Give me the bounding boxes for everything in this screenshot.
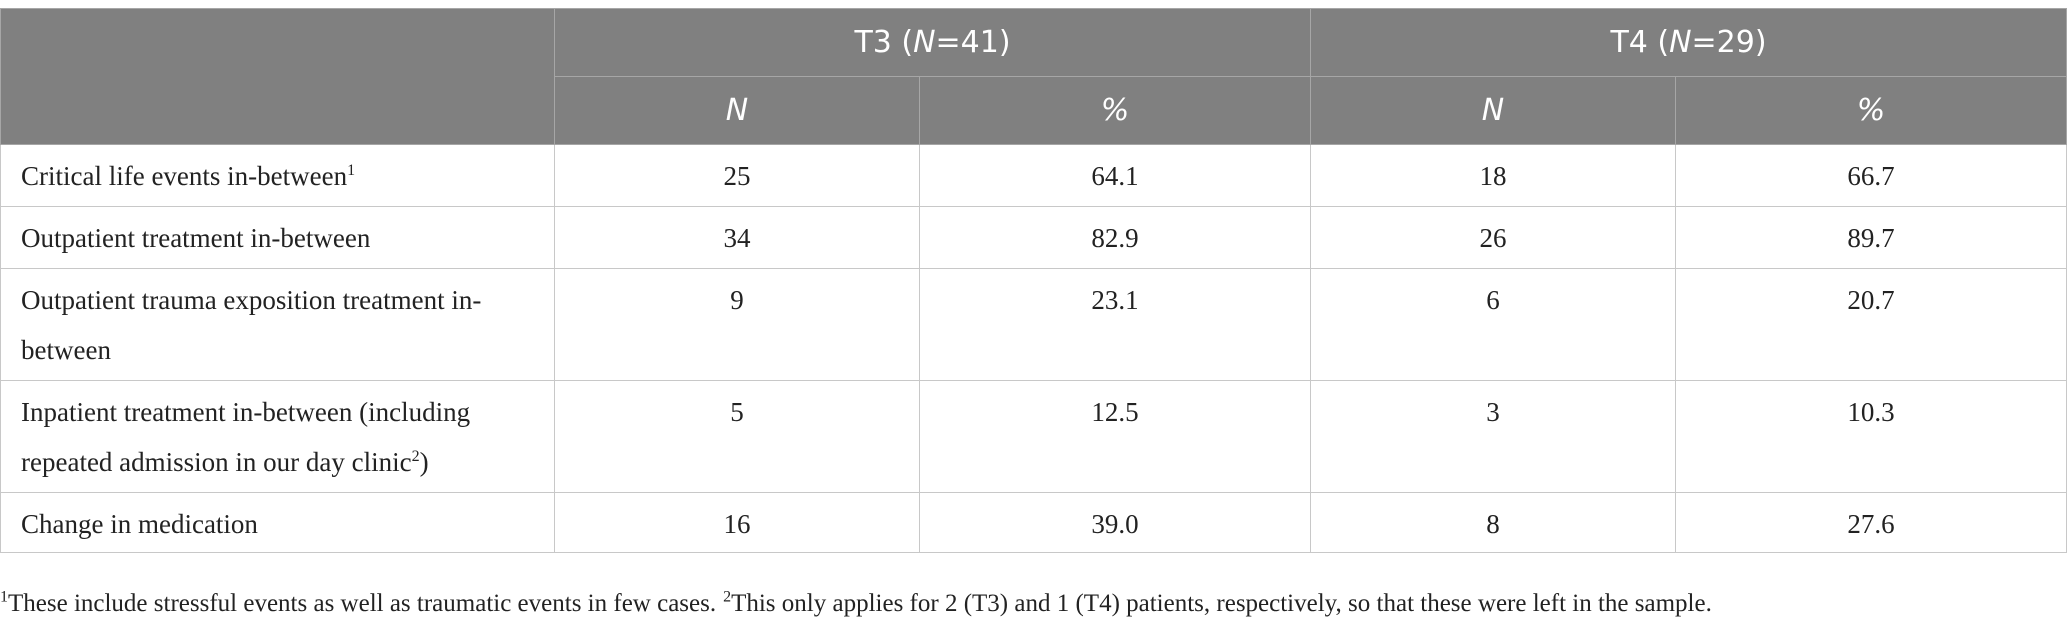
footnote-part: 1These include stressful events as well … bbox=[0, 588, 717, 617]
row-label-text: Inpatient treatment in-between (includin… bbox=[21, 397, 471, 477]
table-body: Critical life events in-between1 25 64.1 18… bbox=[0, 144, 2067, 553]
row-label: Change in medication bbox=[0, 492, 555, 553]
table-cell: 26 bbox=[1310, 206, 1676, 269]
subheader-text: N bbox=[1481, 93, 1505, 128]
group-suffix: =41) bbox=[935, 25, 1011, 60]
table-cell: 6 bbox=[1310, 268, 1676, 381]
table-cell: 16 bbox=[554, 492, 920, 553]
footnote-text: These include stressful events as well a… bbox=[8, 590, 717, 617]
subheader: % bbox=[1675, 76, 2067, 145]
subheader-text: % bbox=[1856, 93, 1886, 128]
table-row: Change in medication 16 39.0 8 27.6 bbox=[0, 492, 2067, 553]
table-cell: 9 bbox=[554, 268, 920, 381]
row-label-text: Outpatient trauma exposition treatment i… bbox=[21, 285, 482, 365]
group-italic: N bbox=[1669, 25, 1692, 60]
footnote: 1These include stressful events as well … bbox=[0, 588, 1719, 618]
table-cell: 23.1 bbox=[919, 268, 1311, 381]
data-table: T3 (N=41) T4 (N=29) N% N% Critical life eve… bbox=[0, 8, 2067, 553]
group-prefix: T4 ( bbox=[1610, 25, 1670, 60]
table-row: Critical life events in-between1 25 64.1 18… bbox=[0, 144, 2067, 207]
table-cell: 34 bbox=[554, 206, 920, 269]
group-header: T3 (N=41) bbox=[554, 8, 1311, 77]
row-label-end: ) bbox=[419, 447, 429, 477]
table-cell: 82.9 bbox=[919, 206, 1311, 269]
table-cell: 66.7 bbox=[1675, 144, 2067, 207]
table-row: Outpatient treatment in-between 34 82.9 26 8… bbox=[0, 206, 2067, 269]
table-cell: 8 bbox=[1310, 492, 1676, 553]
table-header: T3 (N=41) T4 (N=29) N% N% bbox=[0, 8, 2067, 145]
footnote-ref: 1 bbox=[347, 162, 356, 179]
footnote-mark: 2 bbox=[723, 588, 732, 606]
table-cell: 39.0 bbox=[919, 492, 1311, 553]
group-header: T4 (N=29) bbox=[1310, 8, 2067, 77]
row-label-text: Outpatient treatment in-between bbox=[21, 223, 371, 253]
corner-cell bbox=[0, 8, 555, 145]
table-cell: 25 bbox=[554, 144, 920, 207]
footnote-ref: 2 bbox=[411, 448, 420, 465]
table-cell: 3 bbox=[1310, 380, 1676, 493]
table-row: Inpatient treatment in-between (includin… bbox=[0, 380, 2067, 493]
row-label-text: Critical life events in-between bbox=[21, 161, 348, 191]
header-row: T3 (N=41) T4 (N=29) bbox=[0, 8, 2067, 145]
table-cell: 12.5 bbox=[919, 380, 1311, 493]
subheader: N bbox=[554, 76, 920, 145]
row-label: Outpatient trauma exposition treatment i… bbox=[0, 268, 555, 381]
subheader: N bbox=[1310, 76, 1676, 145]
footnote-part: 2This only applies for 2 (T3) and 1 (T4)… bbox=[723, 588, 1712, 617]
table-cell: 10.3 bbox=[1675, 380, 2067, 493]
group-prefix: T3 ( bbox=[854, 25, 914, 60]
footnote-text: This only applies for 2 (T3) and 1 (T4) … bbox=[731, 590, 1712, 617]
table-row: Outpatient trauma exposition treatment i… bbox=[0, 268, 2067, 381]
table-cell: 89.7 bbox=[1675, 206, 2067, 269]
subheader: % bbox=[919, 76, 1311, 145]
group-suffix: =29) bbox=[1691, 25, 1767, 60]
row-label-text: Change in medication bbox=[21, 509, 258, 539]
row-label: Inpatient treatment in-between (includin… bbox=[0, 380, 555, 493]
table-cell: 5 bbox=[554, 380, 920, 493]
footnote-mark: 1 bbox=[0, 588, 8, 606]
subheader-text: % bbox=[1100, 93, 1130, 128]
table-cell: 27.6 bbox=[1675, 492, 2067, 553]
row-label: Critical life events in-between1 bbox=[0, 144, 555, 207]
table-cell: 64.1 bbox=[919, 144, 1311, 207]
group-italic: N bbox=[913, 25, 936, 60]
subheader-text: N bbox=[725, 93, 749, 128]
subheader-row: N% N% bbox=[1, 76, 2067, 145]
row-label: Outpatient treatment in-between bbox=[0, 206, 555, 269]
table-cell: 18 bbox=[1310, 144, 1676, 207]
table-cell: 20.7 bbox=[1675, 268, 2067, 381]
